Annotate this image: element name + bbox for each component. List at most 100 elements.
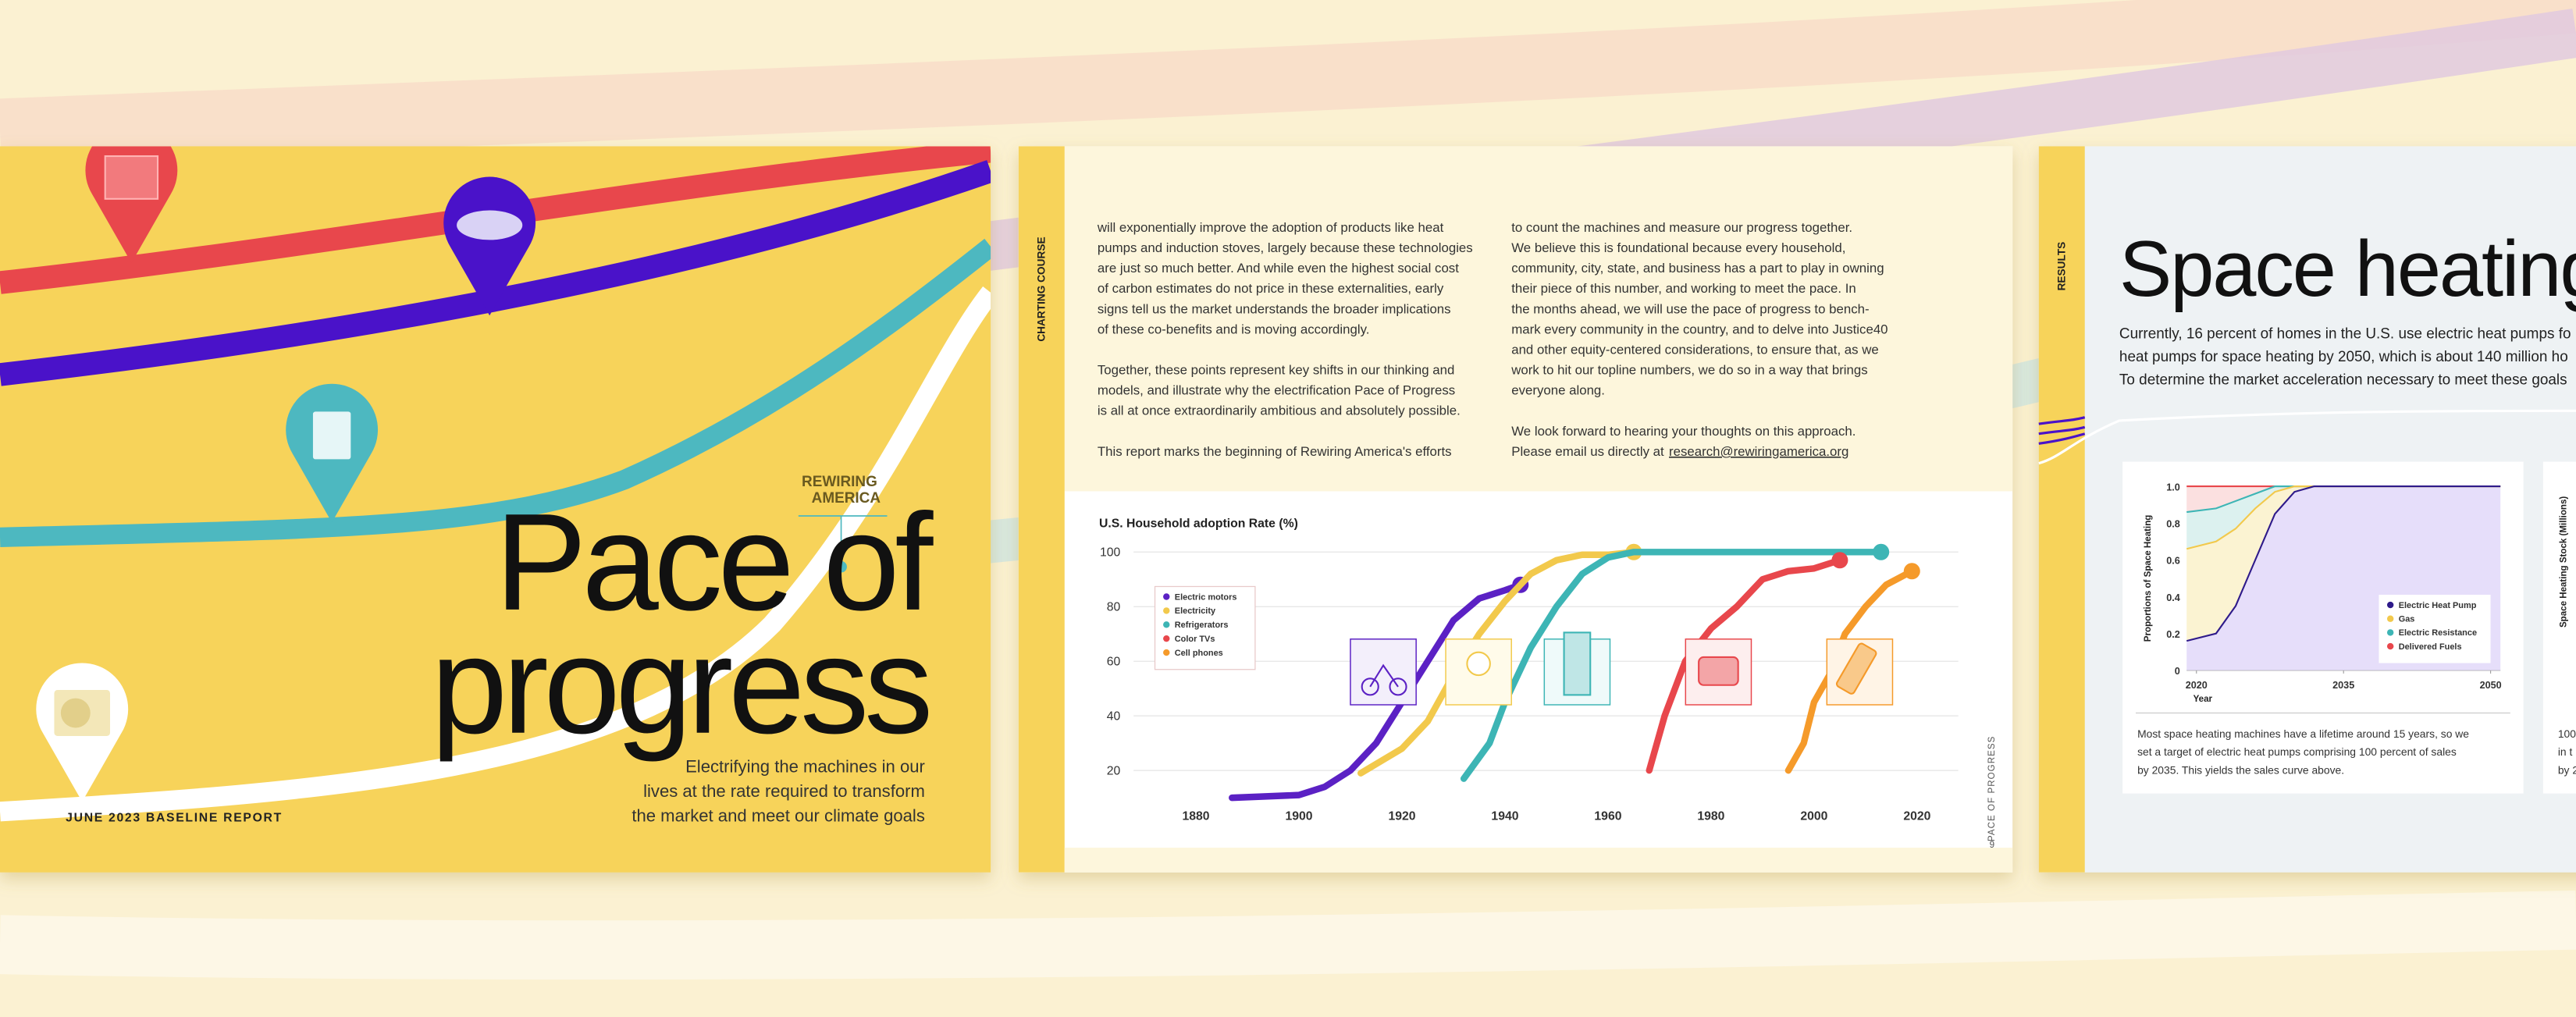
page-strip	[1018, 146, 1065, 873]
body-line: will exponentially improve the adoption …	[1097, 220, 1444, 235]
x-tick-label: 1920	[1388, 809, 1415, 823]
x-tick-label: 2035	[2332, 680, 2354, 691]
x-axis-label: Year	[2194, 695, 2213, 704]
product-icons	[1350, 631, 1894, 706]
body-line: community, city, state, and business has…	[1511, 261, 1884, 276]
legend-swatch	[1163, 635, 1170, 642]
legend-swatch	[1163, 621, 1170, 628]
pin-icon	[104, 155, 159, 200]
x-tick-label: 1960	[1594, 809, 1621, 823]
caption: in t	[2558, 745, 2573, 758]
body-line: the months ahead, we will use the pace o…	[1511, 301, 1869, 316]
y-tick-label: 0.6	[2166, 556, 2180, 567]
caption: set a target of electric heat pumps comp…	[2137, 745, 2457, 758]
legend-label: Cell phones	[1175, 649, 1223, 658]
body-line: Together, these points represent key shi…	[1098, 363, 1454, 378]
legend-swatch	[2386, 615, 2394, 622]
body-line: We believe this is foundational because …	[1511, 240, 1845, 255]
y-axis-label: Proportions of Space Heating	[2144, 515, 2153, 642]
email-link[interactable]: research@rewiringamerica.org	[1669, 444, 1848, 459]
legend-swatch	[1163, 607, 1170, 614]
y-tick-label: 0.2	[2166, 629, 2180, 640]
y-tick-label: 80	[1107, 600, 1121, 613]
body-text: will exponentially improve the adoption …	[1097, 220, 1888, 459]
y-tick-label: 0	[2175, 666, 2180, 677]
space-heating-chart: Proportions of Space Heating Year 0 0.2 0.4 0…	[2144, 482, 2502, 703]
cover-title: progress	[431, 609, 928, 763]
y-tick-label: 0.8	[2166, 518, 2180, 529]
stack-area	[2186, 486, 2501, 642]
cover-title: Pace of	[495, 485, 934, 639]
legend-label: Delivered Fuels	[2399, 642, 2462, 652]
stack-area	[2186, 486, 2501, 513]
x-tick-label: 1980	[1697, 809, 1724, 823]
body-line: and other equity-centered considerations…	[1511, 342, 1879, 357]
cover-art	[0, 146, 991, 822]
cover-subtitle: lives at the rate required to transform	[643, 781, 925, 801]
legend-label: Color TVs	[1175, 635, 1215, 644]
y-tick-label: 0.4	[2166, 592, 2180, 603]
body-line: mark every community in the country, and…	[1511, 322, 1888, 336]
purple-line	[0, 160, 991, 386]
pin-icon	[60, 698, 91, 728]
page-number: 9	[1990, 841, 1994, 850]
body-line: work to hit our topline numbers, we do s…	[1510, 363, 1867, 378]
stack-line	[2186, 485, 2501, 642]
series-line	[1357, 549, 1638, 777]
legend-swatch	[1163, 649, 1170, 656]
series-line	[1460, 549, 1884, 782]
strip-lines	[2038, 416, 2086, 445]
body-line: pumps and induction stoves, largely beca…	[1098, 240, 1473, 255]
page-bottom	[1064, 848, 2013, 873]
legend-swatch	[2386, 629, 2394, 636]
legend-swatch	[2386, 601, 2394, 609]
x-tick-label: 1880	[1182, 809, 1209, 823]
pin	[443, 176, 536, 316]
logo-text: REWIRING	[802, 474, 877, 490]
legend-label: Electricity	[1175, 606, 1216, 616]
body-line: of these co-benefits and is moving accor…	[1098, 322, 1370, 336]
y-tick-label: 20	[1107, 764, 1121, 777]
pin-icon	[311, 410, 353, 461]
legend-swatch	[2386, 642, 2394, 650]
body-line: We look forward to hearing your thoughts…	[1511, 424, 1856, 439]
legend-label: Refrigerators	[1175, 621, 1229, 630]
intro-text: Currently, 16 percent of homes in the U.…	[2119, 326, 2571, 343]
caption: 100	[2558, 727, 2576, 740]
y-axis-label: Space Heating Stock (Millions)	[2559, 496, 2568, 628]
x-tick-label: 2020	[1903, 809, 1930, 823]
section-label: CHARTING COURSE	[1036, 236, 1048, 341]
end-dot	[1831, 552, 1848, 569]
cover-subtitle: the market and meet our climate goals	[632, 805, 925, 825]
body-line: to count the machines and measure our pr…	[1511, 220, 1852, 235]
page-top	[1064, 146, 2013, 492]
logo-dot	[835, 560, 847, 573]
x-tick-label: 2000	[1800, 809, 1827, 823]
legend-swatch	[1163, 593, 1170, 600]
body-line: This report marks the beginning of Rewir…	[1098, 444, 1452, 459]
streak	[0, 890, 2576, 980]
body-line: Please email us directly at	[1511, 444, 1664, 459]
body-line: are just so much better. And while even …	[1098, 261, 1459, 276]
page-title: Space heating	[2119, 226, 2576, 313]
caption: by 2	[2558, 763, 2576, 776]
chart-title: U.S. Household adoption Rate (%)	[1099, 517, 1298, 531]
x-tick-label: 1940	[1491, 809, 1518, 823]
pin-icon	[457, 210, 523, 240]
x-tick-label: 2020	[2186, 680, 2208, 691]
y-tick-label: 40	[1107, 709, 1121, 723]
logo-text: AMERICA	[812, 490, 881, 507]
body-line: signs tell us the market understands the…	[1098, 301, 1451, 316]
intro-text: To determine the market acceleration nec…	[2119, 372, 2567, 389]
y-tick-label: 1.0	[2166, 482, 2180, 492]
body-line: their piece of this number, and working …	[1511, 281, 1856, 296]
y-tick-label: 100	[1100, 546, 1121, 560]
legend-box	[2379, 594, 2491, 663]
cover-subtitle: Electrifying the machines in our	[685, 756, 925, 776]
footer: PACE OF PROGRESS	[1987, 736, 1997, 841]
end-dot	[1873, 543, 1890, 560]
card	[2542, 461, 2576, 794]
end-dot	[1903, 563, 1920, 580]
